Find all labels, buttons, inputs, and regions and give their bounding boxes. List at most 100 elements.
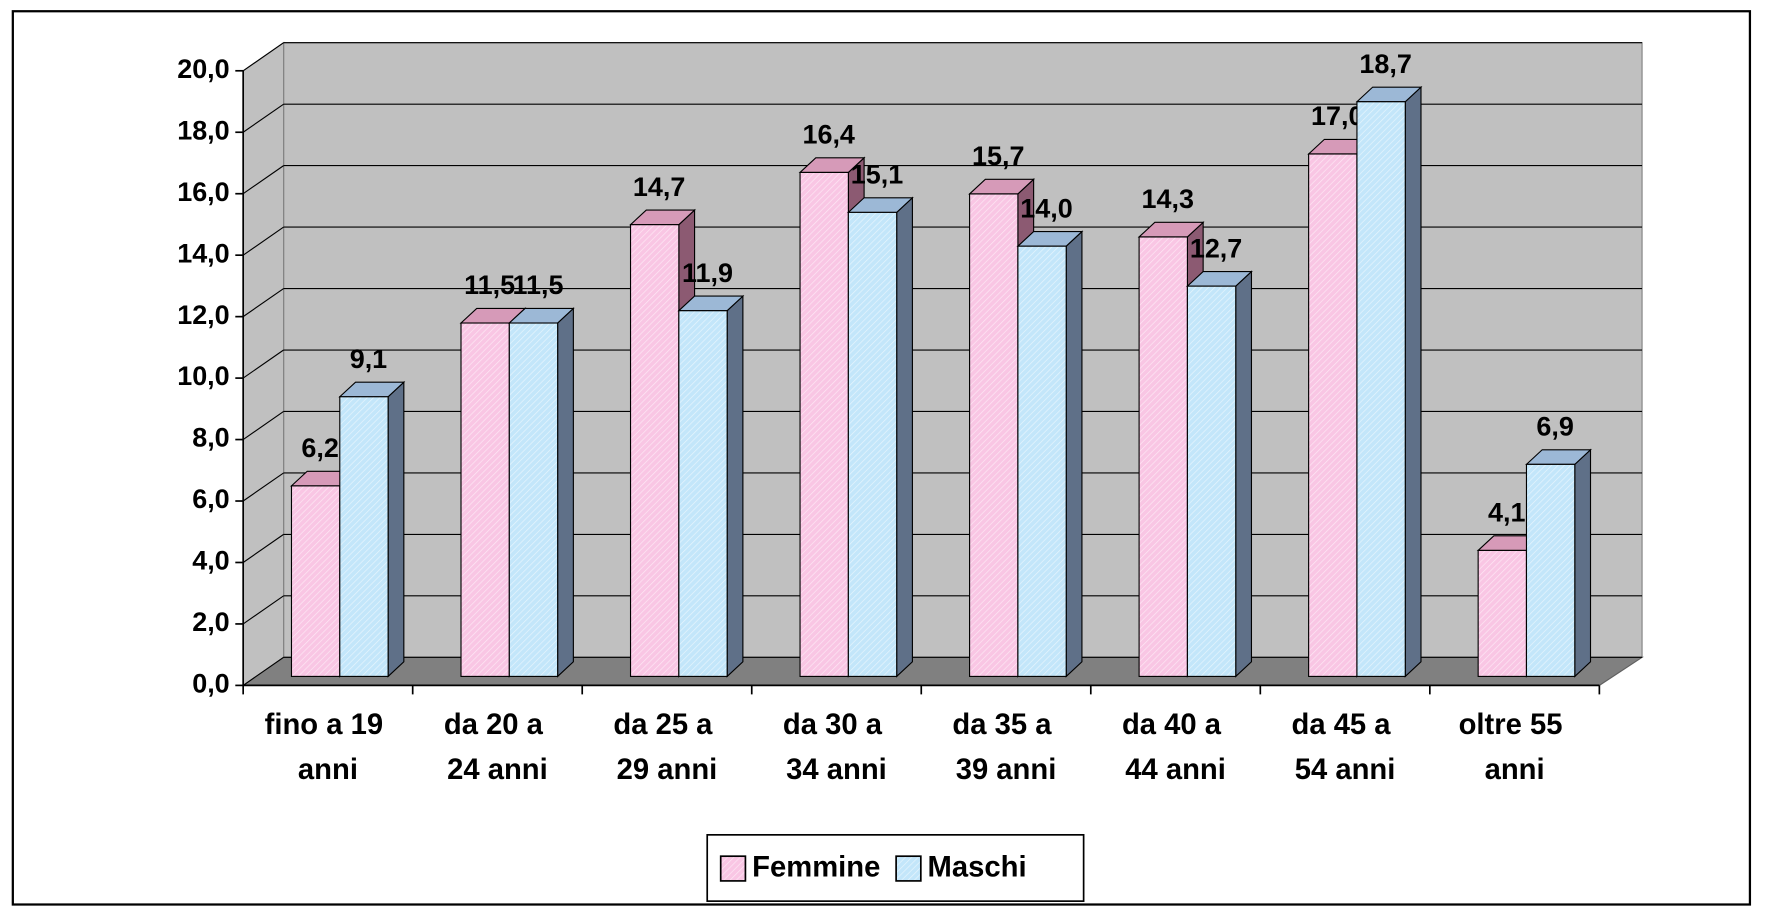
x-tick-label: da 45 a 54 anni <box>1291 709 1398 786</box>
x-tick-line: da 30 a <box>783 709 890 741</box>
y-tick-label: 18,0 <box>177 115 229 145</box>
x-tick-line: 44 anni <box>1125 754 1226 786</box>
y-tick-label: 14,0 <box>177 238 229 268</box>
legend-swatch <box>719 855 747 882</box>
data-label: 18,7 <box>1359 49 1411 79</box>
x-tick-label: da 20 a 24 anni <box>444 709 551 786</box>
grid-line <box>242 533 284 563</box>
bar-side <box>1065 230 1083 678</box>
bar <box>677 294 745 678</box>
x-tick-label: fino a 19 anni <box>265 709 392 786</box>
bar-front <box>847 211 898 677</box>
grid-line <box>242 349 284 379</box>
bar-front <box>629 224 680 677</box>
data-label: 17,0 <box>1311 101 1363 131</box>
bar-front <box>290 485 341 677</box>
y-tick-label: 0,0 <box>192 669 229 699</box>
bar-front <box>678 310 728 677</box>
bar <box>1016 230 1084 678</box>
x-tick-line: 54 anni <box>1295 754 1396 786</box>
x-tick-label: oltre 55 anni <box>1459 709 1571 786</box>
bar-front <box>1525 463 1576 677</box>
y-tick-label: 4,0 <box>192 546 229 576</box>
x-tick-line: anni <box>1485 754 1545 786</box>
x-tick-line: 39 anni <box>956 754 1057 786</box>
data-label: 11,5 <box>464 270 515 300</box>
grid-line <box>242 103 284 133</box>
x-tick-line: da 20 a <box>444 709 551 741</box>
bar <box>846 196 914 678</box>
bar-front <box>1477 549 1528 677</box>
y-tick-label: 16,0 <box>177 177 229 207</box>
grid-line <box>242 595 284 625</box>
y-tick-label: 12,0 <box>177 300 229 330</box>
data-label: 11,9 <box>682 258 733 288</box>
x-tick-line: anni <box>298 754 358 786</box>
x-tick-label: da 25 a 29 anni <box>613 709 720 786</box>
bar-side <box>1235 270 1253 678</box>
y-tick-label: 20,0 <box>177 54 229 84</box>
data-label: 4,1 <box>1488 498 1525 528</box>
y-tick-label: 6,0 <box>192 484 229 514</box>
floor <box>241 656 1644 686</box>
bar-front <box>799 171 849 677</box>
bar-front <box>1017 245 1067 677</box>
bar-front <box>1138 236 1188 677</box>
x-tick-label: da 30 a 34 anni <box>783 709 890 786</box>
grid-line <box>242 411 284 441</box>
legend-swatch <box>895 855 922 882</box>
bar-side <box>557 307 574 678</box>
x-tick-line: fino a 19 <box>265 709 392 741</box>
data-label: 9,1 <box>350 344 387 374</box>
x-tick-line: 29 anni <box>617 754 718 786</box>
x-tick-label: da 40 a 44 anni <box>1122 709 1229 786</box>
data-label: 14,3 <box>1142 184 1194 214</box>
bar <box>1185 270 1253 678</box>
data-label: 14,0 <box>1020 193 1072 223</box>
data-label: 14,7 <box>633 172 685 202</box>
legend-label: Femmine <box>752 851 880 883</box>
bar-side <box>726 294 744 678</box>
x-tick-line: 24 anni <box>447 754 548 786</box>
bar-side <box>896 196 913 678</box>
data-label: 6,2 <box>301 433 338 463</box>
bar-side <box>1404 85 1422 678</box>
data-label: 6,9 <box>1536 412 1573 442</box>
x-tick-line: da 45 a <box>1291 709 1398 741</box>
bar <box>1525 448 1592 678</box>
bar <box>507 307 575 678</box>
y-tick-label: 2,0 <box>192 607 229 637</box>
data-label: 16,4 <box>802 120 854 150</box>
bar-front <box>508 322 559 677</box>
data-label: 15,1 <box>851 160 903 190</box>
x-tick-line: da 25 a <box>613 709 720 741</box>
grid-line <box>242 288 284 318</box>
bar-front <box>1186 285 1237 677</box>
grid-line <box>242 42 284 72</box>
bar-front <box>460 322 510 677</box>
data-label: 15,7 <box>972 141 1024 171</box>
grid-line <box>242 656 284 686</box>
x-tick-line: da 40 a <box>1122 709 1229 741</box>
data-label: 11,5 <box>512 270 563 300</box>
grid-line <box>242 472 284 502</box>
x-tick-label: da 35 a 39 anni <box>952 709 1059 786</box>
bar-front <box>339 396 389 677</box>
bar <box>1355 85 1423 678</box>
x-tick-line: da 35 a <box>952 709 1059 741</box>
bar <box>338 380 406 678</box>
x-tick-line: oltre 55 <box>1459 709 1571 741</box>
y-tick-label: 8,0 <box>192 423 229 453</box>
x-tick-line: 34 anni <box>786 754 887 786</box>
grid-line <box>242 226 284 256</box>
data-label: 12,7 <box>1190 233 1242 263</box>
y-tick-label: 10,0 <box>177 361 229 391</box>
bar-side <box>1574 448 1592 678</box>
bar-front <box>969 193 1019 677</box>
bar-front <box>1356 101 1406 677</box>
legend-label: Maschi <box>928 851 1027 883</box>
grid-line <box>242 165 284 195</box>
bar-side <box>387 380 405 678</box>
